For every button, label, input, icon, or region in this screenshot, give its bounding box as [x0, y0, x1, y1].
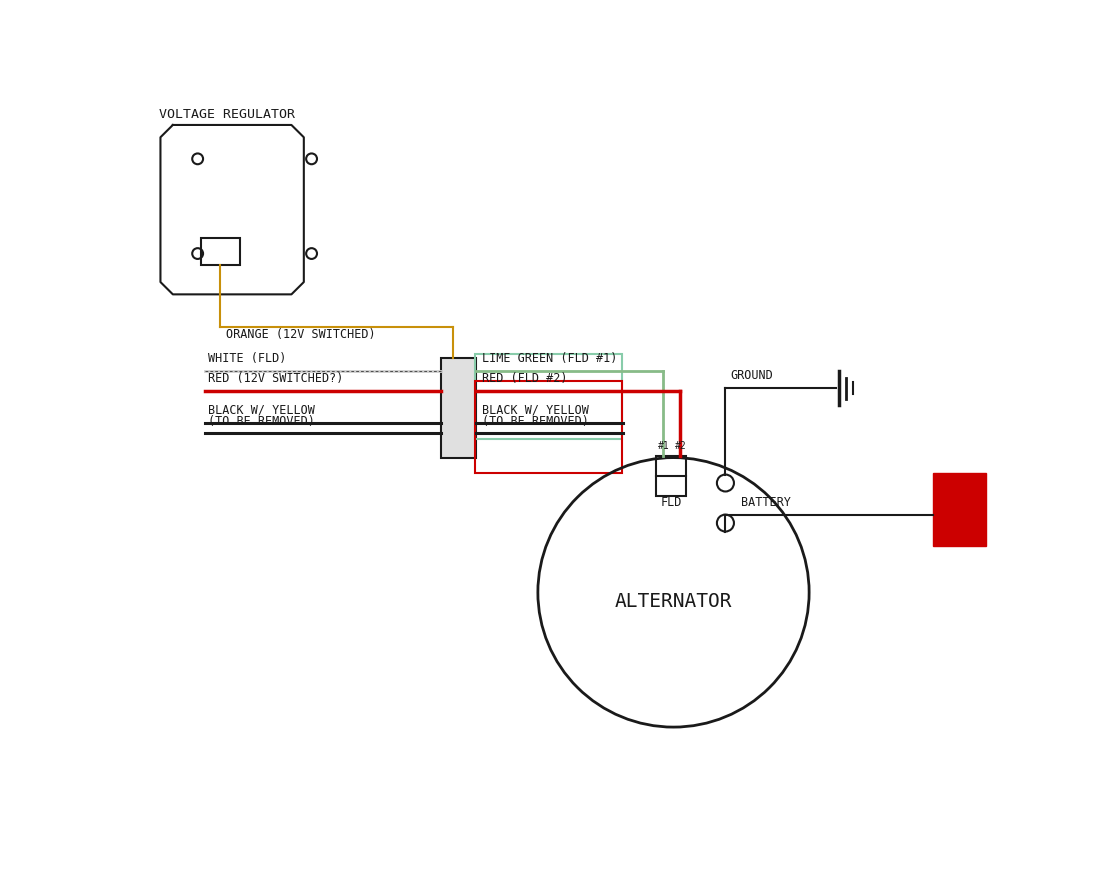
- Text: RED (FLD #2): RED (FLD #2): [482, 372, 567, 385]
- Text: ORANGE (12V SWITCHED): ORANGE (12V SWITCHED): [226, 328, 376, 342]
- Text: LIME GREEN (FLD #1): LIME GREEN (FLD #1): [482, 352, 617, 365]
- Text: VOLTAGE REGULATOR: VOLTAGE REGULATOR: [159, 108, 295, 121]
- Text: BLACK W/ YELLOW: BLACK W/ YELLOW: [482, 403, 589, 416]
- Bar: [934, 474, 986, 547]
- Bar: [441, 358, 476, 458]
- Text: BATTERY: BATTERY: [741, 495, 790, 508]
- Text: FLD: FLD: [660, 496, 682, 508]
- Bar: [475, 355, 623, 440]
- Text: ALTERNATOR: ALTERNATOR: [615, 591, 733, 610]
- Text: GROUND: GROUND: [730, 368, 773, 381]
- Text: WHITE (FLD): WHITE (FLD): [209, 352, 286, 365]
- Bar: [475, 381, 623, 474]
- Text: (TO BE REMOVED): (TO BE REMOVED): [482, 415, 589, 428]
- Bar: [201, 239, 240, 266]
- Text: #2: #2: [675, 441, 687, 451]
- Text: (TO BE REMOVED): (TO BE REMOVED): [209, 415, 315, 428]
- Bar: [656, 456, 686, 496]
- Text: BLACK W/ YELLOW: BLACK W/ YELLOW: [209, 403, 315, 416]
- Text: RED (12V SWITCHED?): RED (12V SWITCHED?): [209, 372, 344, 385]
- Text: #1: #1: [658, 441, 669, 451]
